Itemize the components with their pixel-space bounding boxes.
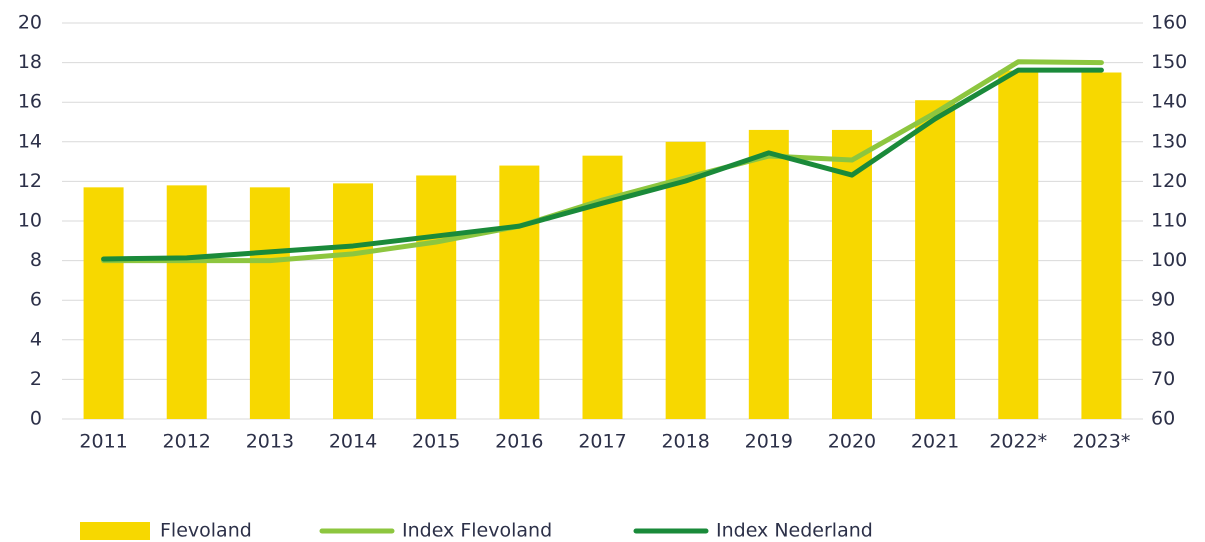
y-tick-label: 14 [18, 130, 42, 152]
x-tick-label: 2020 [828, 431, 876, 453]
y2-tick-label: 80 [1151, 328, 1175, 350]
y-tick-label: 20 [18, 12, 42, 34]
x-tick-label: 2017 [578, 431, 626, 453]
line [101, 67, 1104, 262]
y-tick-label: 0 [30, 408, 42, 430]
bar [499, 165, 540, 419]
y2-tick-label: 150 [1151, 51, 1187, 73]
x-tick-label: 2022* [989, 431, 1047, 453]
x-tick-label: 2019 [745, 431, 793, 453]
y-tick-label: 6 [30, 289, 42, 311]
x-tick-label: 2011 [79, 431, 127, 453]
bar [915, 100, 956, 419]
bar [166, 185, 207, 419]
bar [748, 129, 789, 420]
y-tick-label: 2 [30, 368, 42, 390]
y2-tick-label: 100 [1151, 249, 1187, 271]
y-tick-label: 18 [18, 51, 42, 73]
y-tick-label: 12 [18, 170, 42, 192]
bar [831, 129, 872, 420]
bar [416, 175, 457, 419]
y2-tick-label: 120 [1151, 170, 1187, 192]
y2-tick-label: 140 [1151, 91, 1187, 113]
y2-tick-label: 130 [1151, 130, 1187, 152]
x-tick-label: 2015 [412, 431, 460, 453]
y-tick-label: 4 [30, 328, 42, 350]
bar [665, 141, 706, 420]
x-tick-label: 2013 [246, 431, 294, 453]
line [101, 59, 1104, 264]
x-tick-label: 2012 [163, 431, 211, 453]
x-tick-label: 2021 [911, 431, 959, 453]
x-tick-label: 2018 [661, 431, 709, 453]
x-tick-label: 2023* [1072, 431, 1130, 453]
bar [83, 187, 124, 419]
legend-swatch [80, 522, 150, 540]
bar [1081, 72, 1122, 419]
x-tick-label: 2016 [495, 431, 543, 453]
y-tick-label: 16 [18, 91, 42, 113]
y2-tick-label: 160 [1151, 12, 1187, 34]
legend-label: Index Flevoland [402, 520, 552, 542]
bar [998, 70, 1039, 420]
y2-tick-label: 60 [1151, 408, 1175, 430]
bar [249, 187, 290, 419]
y2-tick-label: 110 [1151, 210, 1187, 232]
y-tick-label: 8 [30, 249, 42, 271]
bar [333, 183, 374, 419]
legend-label: Flevoland [160, 520, 252, 542]
legend-label: Index Nederland [716, 520, 873, 542]
y2-tick-label: 70 [1151, 368, 1175, 390]
y2-tick-label: 90 [1151, 289, 1175, 311]
x-tick-label: 2014 [329, 431, 377, 453]
y-tick-label: 10 [18, 210, 42, 232]
